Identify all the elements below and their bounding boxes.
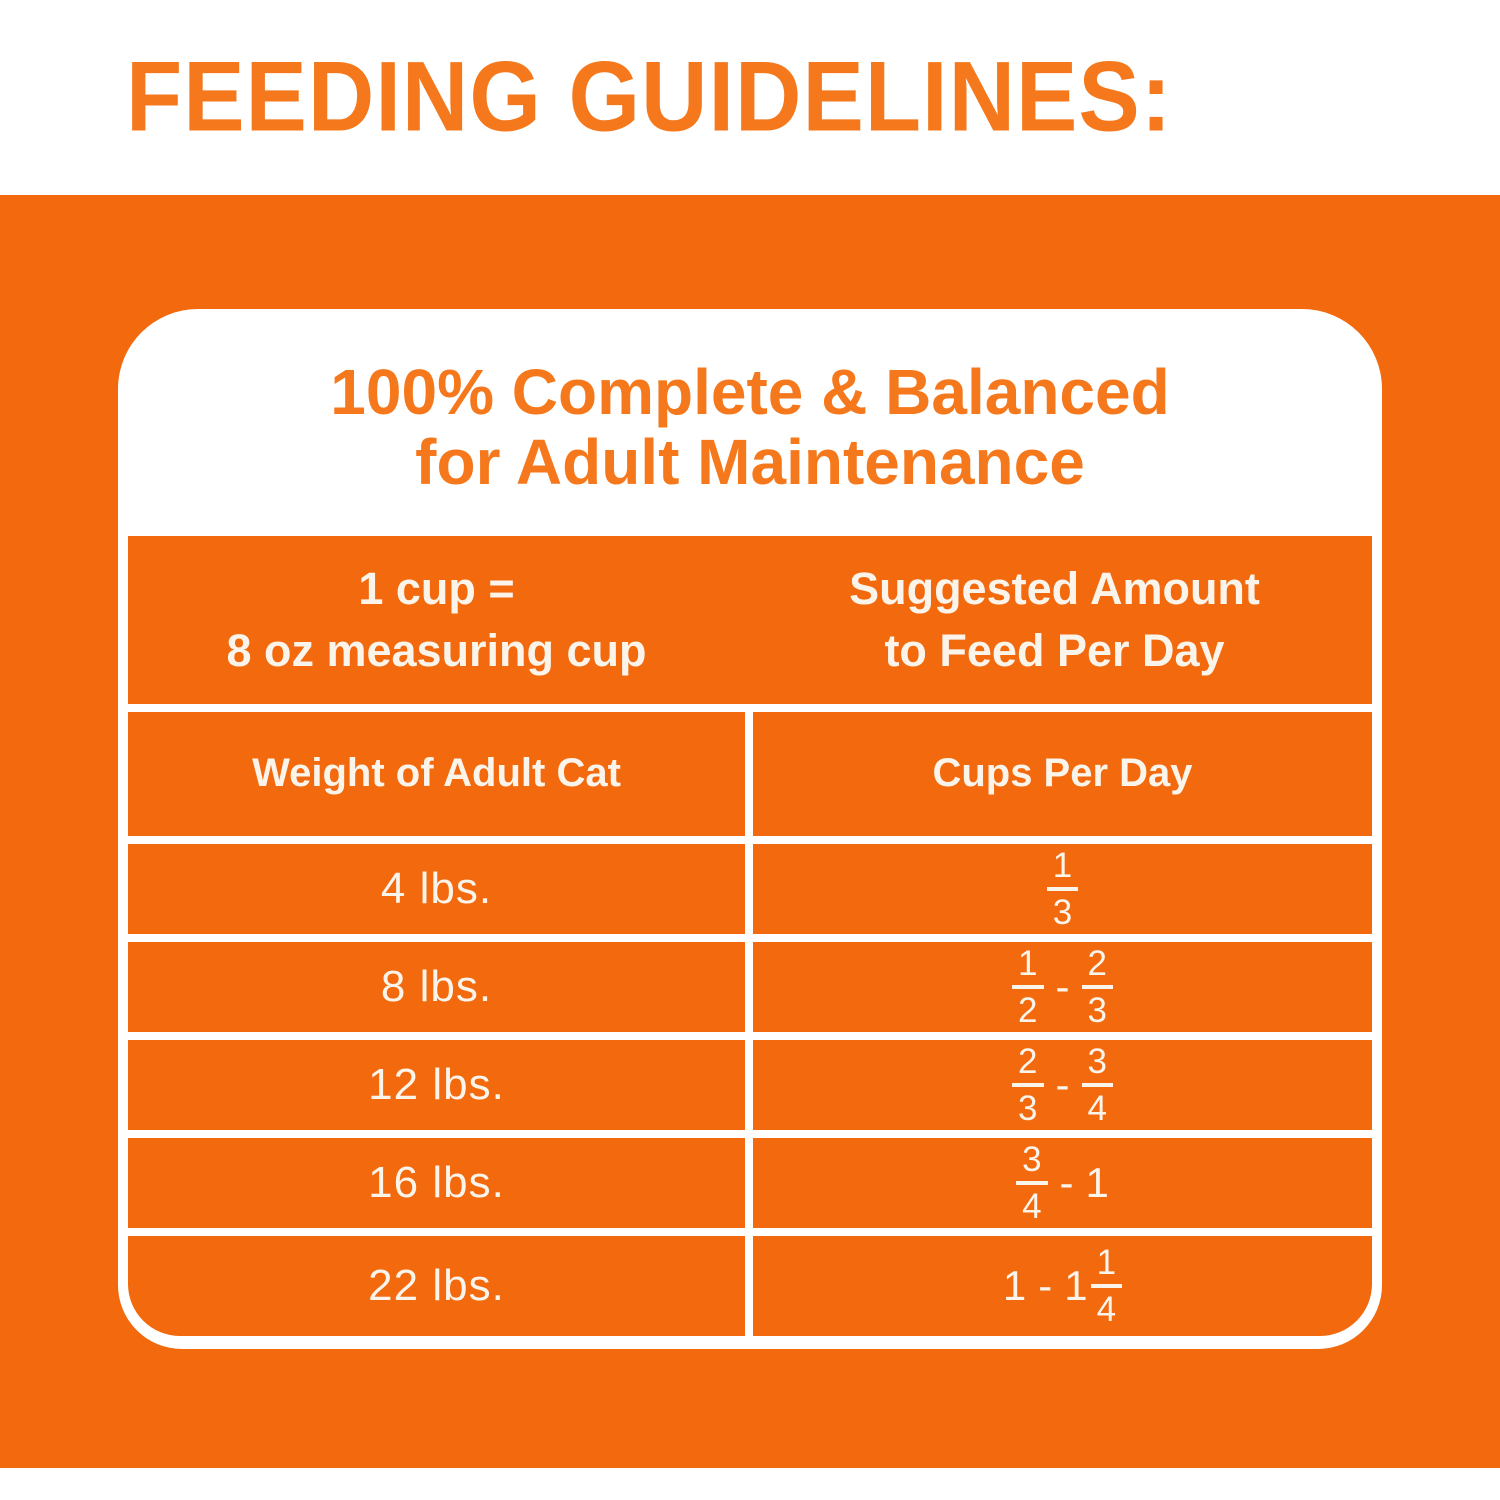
feeding-table: 1 cup = 8 oz measuring cup Suggested Amo… — [128, 535, 1372, 1336]
cup-equivalence-line1: 1 cup = — [358, 562, 515, 614]
cups-text: - — [1059, 1158, 1074, 1206]
table-row: 4 lbs. 1 3 — [128, 843, 1372, 934]
guidelines-card: 100% Complete & Balanced for Adult Maint… — [118, 309, 1382, 1349]
table-row: 12 lbs. 2 3-3 4 — [128, 1039, 1372, 1130]
table-column-header-row: Weight of Adult Cat Cups Per Day — [128, 711, 1372, 836]
orange-panel: 100% Complete & Balanced for Adult Maint… — [0, 195, 1500, 1468]
table-header-row: 1 cup = 8 oz measuring cup Suggested Amo… — [128, 535, 1372, 704]
page-title: FEEDING GUIDELINES: — [126, 41, 1173, 153]
card-heading-line2: for Adult Maintenance — [415, 426, 1085, 499]
table-row: 8 lbs. 1 2-2 3 — [128, 941, 1372, 1032]
page-header: FEEDING GUIDELINES: — [0, 0, 1500, 195]
table-row: 22 lbs. 1-1 1 4 — [128, 1235, 1372, 1336]
cups-text: - — [1055, 1060, 1070, 1108]
header-suggested-amount: Suggested Amount to Feed Per Day — [745, 536, 1364, 704]
suggested-amount-line2: to Feed Per Day — [884, 624, 1225, 676]
card-heading: 100% Complete & Balanced for Adult Maint… — [128, 357, 1372, 498]
table-body: 4 lbs. 1 3 8 lbs. 1 2-2 3 12 lbs. 2 3-3 4 16 lbs. 3 4… — [128, 843, 1372, 1336]
column-header-cups: Cups Per Day — [753, 711, 1372, 836]
weight-cell: 12 lbs. — [128, 1039, 745, 1130]
column-header-weight: Weight of Adult Cat — [128, 711, 745, 836]
weight-cell: 22 lbs. — [128, 1235, 745, 1336]
card-heading-line1: 100% Complete & Balanced — [330, 356, 1170, 428]
cups-text: - — [1055, 962, 1070, 1010]
table-row: 16 lbs. 3 4-1 — [128, 1137, 1372, 1228]
cups-text: - — [1038, 1261, 1053, 1309]
weight-cell: 8 lbs. — [128, 941, 745, 1032]
cups-text: 1 — [1002, 1261, 1027, 1309]
weight-cell: 4 lbs. — [128, 843, 745, 934]
weight-cell: 16 lbs. — [128, 1137, 745, 1228]
header-cup-equivalence: 1 cup = 8 oz measuring cup — [128, 536, 745, 704]
cups-text: 1 — [1085, 1158, 1109, 1206]
cup-equivalence-line2: 8 oz measuring cup — [226, 624, 647, 676]
suggested-amount-line1: Suggested Amount — [849, 562, 1260, 614]
